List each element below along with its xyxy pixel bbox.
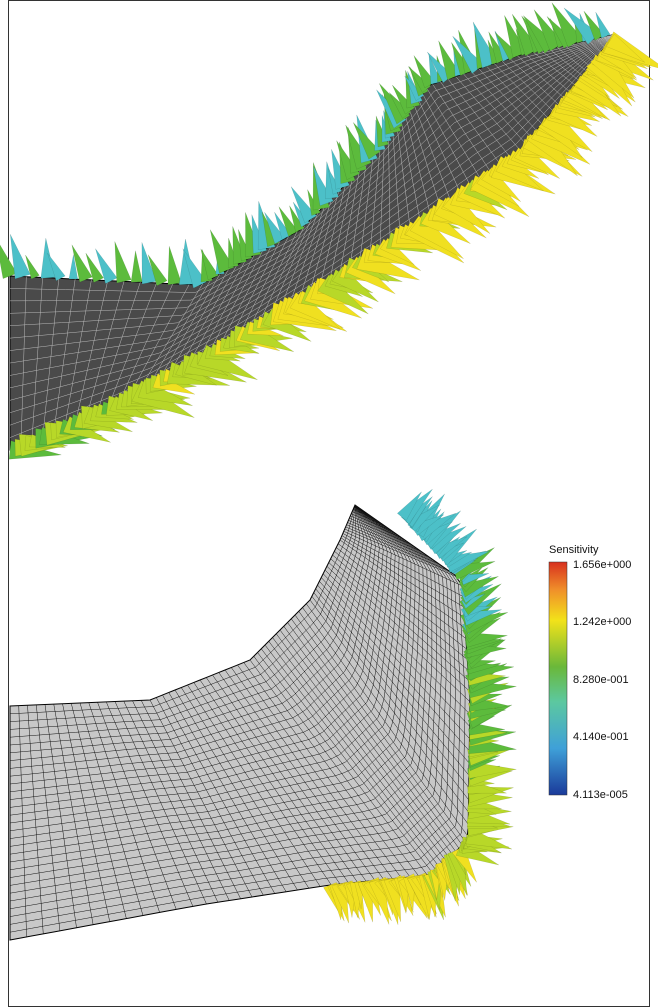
colorbar-title: Sensitivity: [549, 544, 599, 556]
blade-geometry: [0, 3, 658, 940]
sensitivity-arrow: [41, 238, 55, 278]
sensitivity-arrow: [25, 255, 39, 279]
sensitivity-arrow: [131, 251, 142, 282]
colorbar-label: 1.656e+000: [573, 559, 631, 571]
colorbar-label: 4.113e-005: [573, 789, 628, 801]
page: Sensitivity 1.656e+000 1.242e+000 8.280e…: [0, 0, 658, 1007]
sensitivity-arrow: [168, 246, 182, 285]
colorbar-label: 4.140e-001: [573, 731, 629, 743]
figure: Sensitivity 1.656e+000 1.242e+000 8.280e…: [0, 0, 658, 1007]
sensitivity-arrow: [115, 242, 131, 284]
colorbar-label: 1.242e+000: [573, 616, 631, 628]
top-blade: [10, 35, 612, 450]
colorbar: [549, 562, 567, 795]
colorbar-label: 8.280e-001: [573, 674, 629, 686]
